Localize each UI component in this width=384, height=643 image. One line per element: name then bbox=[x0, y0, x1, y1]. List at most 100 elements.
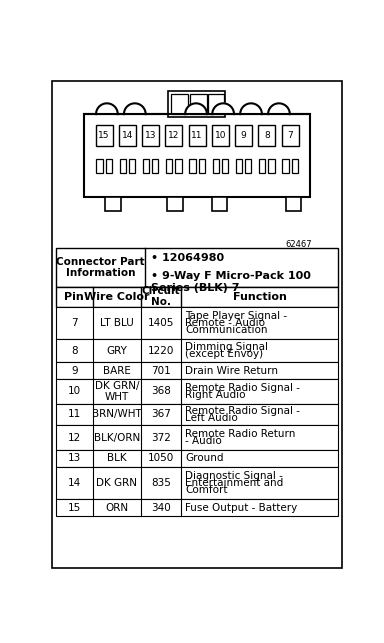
Bar bbox=[120, 159, 126, 172]
Text: 7: 7 bbox=[71, 318, 78, 328]
Bar bbox=[56, 307, 338, 339]
Text: Communication: Communication bbox=[185, 325, 268, 335]
Text: BRN/WHT: BRN/WHT bbox=[92, 410, 142, 419]
Bar bbox=[56, 339, 338, 362]
Text: 62467: 62467 bbox=[285, 240, 311, 249]
Bar bbox=[56, 379, 338, 404]
Text: • 9-Way F Micro-Pack 100
Series (BLK) 7: • 9-Way F Micro-Pack 100 Series (BLK) 7 bbox=[151, 271, 311, 293]
Bar bbox=[259, 159, 265, 172]
Text: Connector Part
Information: Connector Part Information bbox=[56, 257, 145, 278]
Text: 12: 12 bbox=[168, 131, 180, 140]
Bar bbox=[236, 159, 242, 172]
Bar bbox=[190, 94, 207, 114]
Text: 1050: 1050 bbox=[148, 453, 174, 464]
Bar bbox=[175, 159, 182, 172]
Bar bbox=[142, 125, 159, 147]
Text: 835: 835 bbox=[151, 478, 171, 488]
Text: Tape Player Signal -: Tape Player Signal - bbox=[185, 311, 287, 321]
Text: LT BLU: LT BLU bbox=[100, 318, 134, 328]
Text: - Audio: - Audio bbox=[185, 436, 222, 446]
Bar bbox=[152, 159, 159, 172]
Bar bbox=[235, 125, 252, 147]
Bar bbox=[56, 248, 338, 287]
Bar bbox=[209, 94, 224, 114]
Text: 701: 701 bbox=[151, 365, 171, 376]
Bar bbox=[171, 94, 188, 114]
Text: BARE: BARE bbox=[103, 365, 131, 376]
Bar bbox=[119, 125, 136, 147]
Bar bbox=[56, 499, 338, 516]
Text: GRY: GRY bbox=[106, 345, 127, 356]
Text: 11: 11 bbox=[192, 131, 203, 140]
Text: Drain Wire Return: Drain Wire Return bbox=[185, 365, 278, 376]
Bar bbox=[258, 125, 275, 147]
Text: 10: 10 bbox=[68, 386, 81, 396]
Text: DK GRN: DK GRN bbox=[96, 478, 137, 488]
Bar bbox=[56, 362, 338, 379]
Text: 14: 14 bbox=[68, 478, 81, 488]
Text: 1405: 1405 bbox=[148, 318, 174, 328]
Bar bbox=[166, 159, 172, 172]
Text: 8: 8 bbox=[264, 131, 270, 140]
Bar bbox=[56, 287, 338, 307]
Bar bbox=[222, 159, 228, 172]
Text: 12: 12 bbox=[68, 433, 81, 442]
Text: 367: 367 bbox=[151, 410, 171, 419]
Text: Fuse Output - Battery: Fuse Output - Battery bbox=[185, 503, 298, 512]
Polygon shape bbox=[124, 104, 146, 114]
Text: Remote Radio Signal -: Remote Radio Signal - bbox=[185, 406, 300, 416]
Text: (except Envoy): (except Envoy) bbox=[185, 349, 263, 359]
Bar bbox=[56, 404, 338, 425]
Bar bbox=[166, 125, 182, 147]
Bar bbox=[213, 159, 219, 172]
Bar bbox=[286, 197, 301, 211]
Bar bbox=[106, 159, 112, 172]
Text: DK GRN/
WHT: DK GRN/ WHT bbox=[95, 381, 139, 402]
Bar bbox=[168, 91, 225, 117]
Text: • 12064980: • 12064980 bbox=[151, 253, 224, 263]
Bar bbox=[84, 114, 310, 197]
Bar bbox=[143, 159, 149, 172]
Text: 340: 340 bbox=[151, 503, 171, 512]
Text: Diagnostic Signal -: Diagnostic Signal - bbox=[185, 471, 283, 481]
Bar bbox=[189, 125, 206, 147]
Text: 372: 372 bbox=[151, 433, 171, 442]
Bar bbox=[56, 450, 338, 467]
Text: Dimming Signal: Dimming Signal bbox=[185, 342, 268, 352]
Text: Ground: Ground bbox=[185, 453, 223, 464]
Polygon shape bbox=[240, 104, 262, 114]
Text: 9: 9 bbox=[241, 131, 247, 140]
Text: 11: 11 bbox=[68, 410, 81, 419]
Bar bbox=[129, 159, 135, 172]
Bar bbox=[167, 197, 183, 211]
Text: 15: 15 bbox=[68, 503, 81, 512]
Text: BLK: BLK bbox=[107, 453, 127, 464]
Bar bbox=[189, 159, 195, 172]
Text: 7: 7 bbox=[287, 131, 293, 140]
Bar bbox=[292, 159, 298, 172]
Text: 368: 368 bbox=[151, 386, 171, 396]
Polygon shape bbox=[268, 104, 290, 114]
Text: Circuit
No.: Circuit No. bbox=[142, 285, 180, 307]
Text: 8: 8 bbox=[71, 345, 78, 356]
Polygon shape bbox=[185, 104, 207, 114]
Text: Pin: Pin bbox=[65, 292, 84, 302]
Bar bbox=[281, 125, 299, 147]
Text: Remote - Audio: Remote - Audio bbox=[185, 318, 265, 328]
Text: Remote Radio Return: Remote Radio Return bbox=[185, 429, 296, 439]
Bar bbox=[96, 125, 113, 147]
Text: ORN: ORN bbox=[106, 503, 129, 512]
Bar bbox=[199, 159, 205, 172]
Bar bbox=[212, 125, 229, 147]
Text: Remote Radio Signal -: Remote Radio Signal - bbox=[185, 383, 300, 393]
Text: BLK/ORN: BLK/ORN bbox=[94, 433, 140, 442]
Bar bbox=[56, 425, 338, 450]
Text: Function: Function bbox=[233, 292, 286, 302]
Bar bbox=[105, 197, 121, 211]
Polygon shape bbox=[212, 104, 234, 114]
Text: Comfort: Comfort bbox=[185, 485, 228, 495]
Text: 14: 14 bbox=[122, 131, 133, 140]
Text: 9: 9 bbox=[71, 365, 78, 376]
Text: 13: 13 bbox=[68, 453, 81, 464]
Text: Entertainment and: Entertainment and bbox=[185, 478, 283, 488]
